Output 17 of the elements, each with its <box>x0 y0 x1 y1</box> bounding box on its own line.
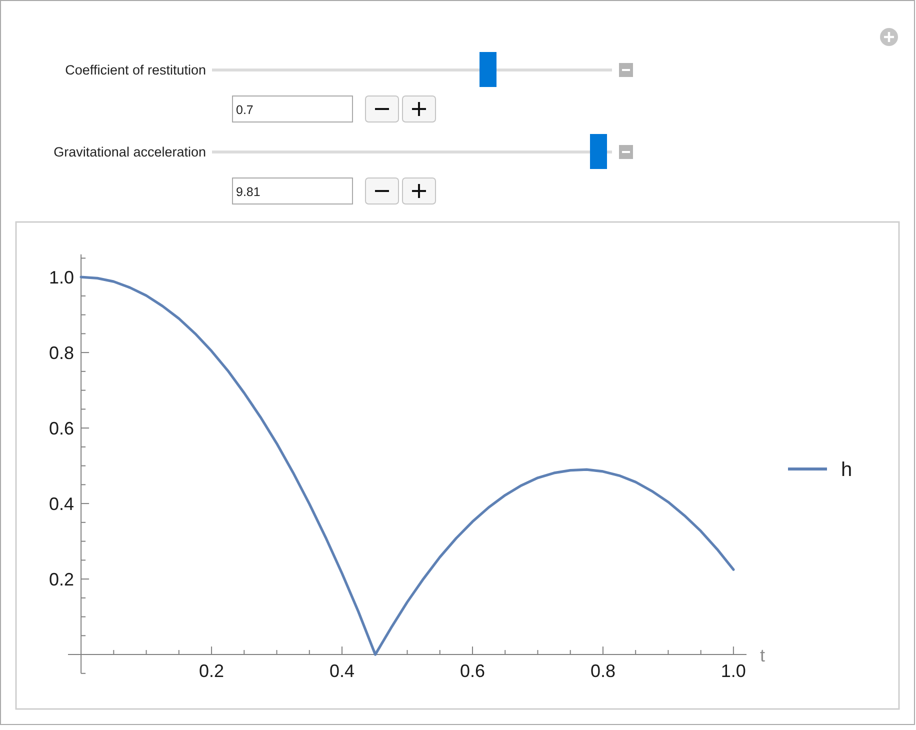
line-series <box>80 276 735 656</box>
y-tick-label: 0.6 <box>48 418 74 439</box>
y-tick-label: 0.8 <box>48 343 74 364</box>
text: Gravitational acceleration <box>54 144 206 160</box>
y-tick-label: 1.0 <box>48 268 74 288</box>
text: 0.7 <box>236 103 254 117</box>
y-tick-label: 0.4 <box>48 494 74 514</box>
x-tick-label: 0.4 <box>329 661 355 682</box>
text: Coefficient of restitution <box>65 62 206 78</box>
x-tick-label: 0.2 <box>199 661 224 682</box>
y-tick-label: 0.2 <box>48 570 74 590</box>
text: 9.81 <box>236 185 260 199</box>
legend-label: h <box>841 459 852 481</box>
x-axis-title: t <box>760 646 766 666</box>
x-tick-label: 0.6 <box>460 661 486 682</box>
x-tick-label: 0.8 <box>590 661 616 682</box>
x-tick-label: 1.0 <box>720 661 746 682</box>
